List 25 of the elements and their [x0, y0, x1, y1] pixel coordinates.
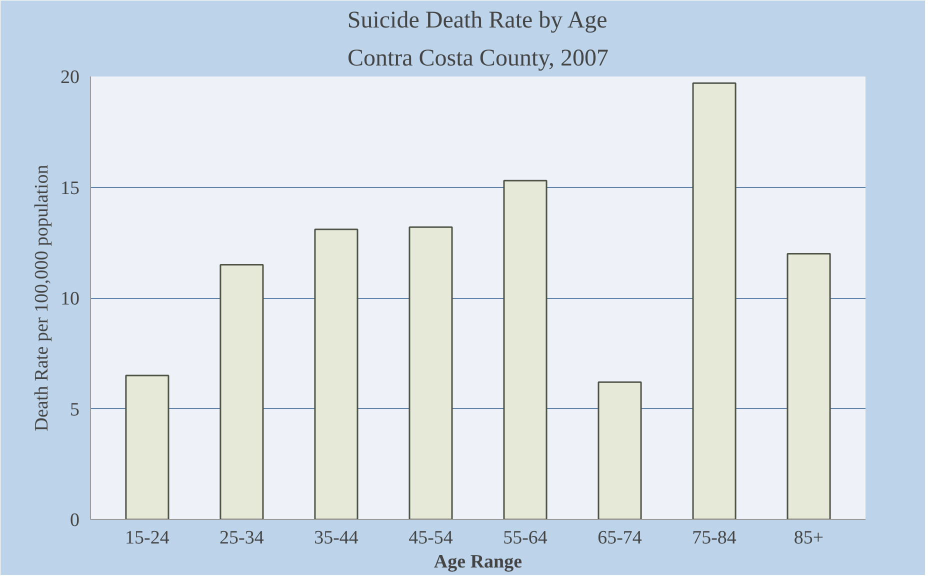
bar [503, 180, 548, 520]
x-tick-label: 65-74 [598, 528, 642, 548]
x-tick-label: 35-44 [314, 528, 359, 548]
y-tick-label: 20 [60, 67, 80, 88]
y-axis-title: Death Rate per 100,000 population [32, 164, 52, 432]
x-tick-label: 75-84 [692, 528, 737, 548]
x-tick-label: 55-64 [503, 528, 548, 548]
x-tick-label: 45-54 [408, 528, 454, 548]
bar [220, 264, 264, 520]
y-tick-label: 10 [60, 288, 80, 310]
x-tick-label: 25-34 [220, 528, 264, 548]
y-tick-label: 0 [70, 510, 80, 531]
bar [598, 381, 642, 520]
bar [314, 228, 358, 520]
chart-title: Suicide Death Rate by Age [347, 8, 608, 34]
bar [692, 82, 736, 520]
x-tick-label: 85+ [794, 528, 824, 548]
bar [408, 226, 453, 520]
bar [125, 374, 170, 520]
y-tick-label: 5 [70, 399, 80, 420]
y-tick-label: 15 [60, 178, 80, 199]
x-axis-title: Age Range [434, 552, 522, 572]
x-tick-label: 15-24 [125, 528, 170, 548]
bar [786, 252, 831, 520]
chart-subtitle: Contra Costa County, 2007 [347, 46, 609, 72]
